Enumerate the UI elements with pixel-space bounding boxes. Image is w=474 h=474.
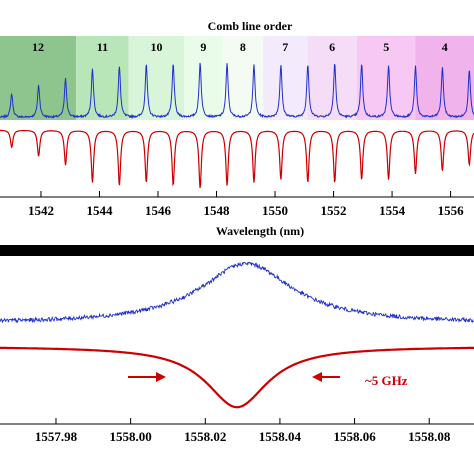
bottom-panel-background bbox=[0, 256, 474, 474]
zoom-transmission-series bbox=[0, 261, 474, 324]
top-chart-title: Comb line order bbox=[208, 19, 293, 33]
left-arrow-head bbox=[156, 372, 166, 382]
transmission-line bbox=[0, 62, 474, 120]
order-label-12: 12 bbox=[32, 40, 44, 54]
bottom-x-tick-label: 1558.00 bbox=[110, 429, 152, 444]
top-x-axis-label: Wavelength (nm) bbox=[216, 224, 304, 238]
order-label-11: 11 bbox=[97, 40, 108, 54]
bottom-panel: ~5 GHz 1557.98 1558.00 1558.02 1558.04 1558.… bbox=[0, 256, 474, 474]
order-labels: 12 11 10 9 8 7 6 5 4 bbox=[32, 40, 448, 54]
transmission-series bbox=[0, 62, 474, 120]
top-x-axis: 1542 1544 1546 1548 1550 1552 1554 1556 bbox=[0, 191, 474, 218]
bottom-x-axis: 1557.98 1558.00 1558.02 1558.04 1558.06 1558.… bbox=[0, 418, 474, 444]
bottom-x-tick-label: 1558.06 bbox=[333, 429, 376, 444]
bottom-x-tick-label: 1558.08 bbox=[408, 429, 451, 444]
reflection-series bbox=[0, 129, 474, 189]
order-label-6: 6 bbox=[329, 40, 335, 54]
zoom-reflection-series bbox=[0, 346, 474, 409]
top-x-tick-label: 1544 bbox=[86, 203, 113, 218]
bottom-x-tick-label: 1558.02 bbox=[184, 429, 226, 444]
order-band-9 bbox=[184, 36, 223, 120]
order-label-5: 5 bbox=[383, 40, 389, 54]
order-label-7: 7 bbox=[282, 40, 288, 54]
order-label-4: 4 bbox=[442, 40, 448, 54]
bottom-x-tick-label: 1557.98 bbox=[35, 429, 78, 444]
linewidth-annotation: ~5 GHz bbox=[365, 373, 408, 388]
top-x-tick-label: 1542 bbox=[28, 203, 54, 218]
top-x-tick-label: 1548 bbox=[204, 203, 231, 218]
bottom-x-tick-label: 1558.04 bbox=[259, 429, 302, 444]
order-label-10: 10 bbox=[151, 40, 163, 54]
reflection-line bbox=[0, 129, 474, 189]
top-x-tick-label: 1554 bbox=[379, 203, 406, 218]
top-x-tick-label: 1552 bbox=[321, 203, 347, 218]
order-region-bands bbox=[0, 36, 474, 120]
order-band-7 bbox=[263, 36, 308, 120]
top-x-tick-label: 1546 bbox=[145, 203, 172, 218]
top-x-tick-label: 1556 bbox=[438, 203, 465, 218]
order-band-10 bbox=[128, 36, 185, 120]
top-panel: Comb line order 12 11 10 9 8 7 6 5 4 1542 1544 154… bbox=[0, 0, 474, 245]
top-x-tick-label: 1550 bbox=[262, 203, 288, 218]
order-label-8: 8 bbox=[240, 40, 246, 54]
right-arrow-head bbox=[312, 372, 322, 382]
linewidth-arrows bbox=[128, 372, 340, 382]
zoom-transmission-line bbox=[0, 261, 474, 324]
order-label-9: 9 bbox=[200, 40, 206, 54]
zoom-reflection-line bbox=[0, 346, 474, 409]
